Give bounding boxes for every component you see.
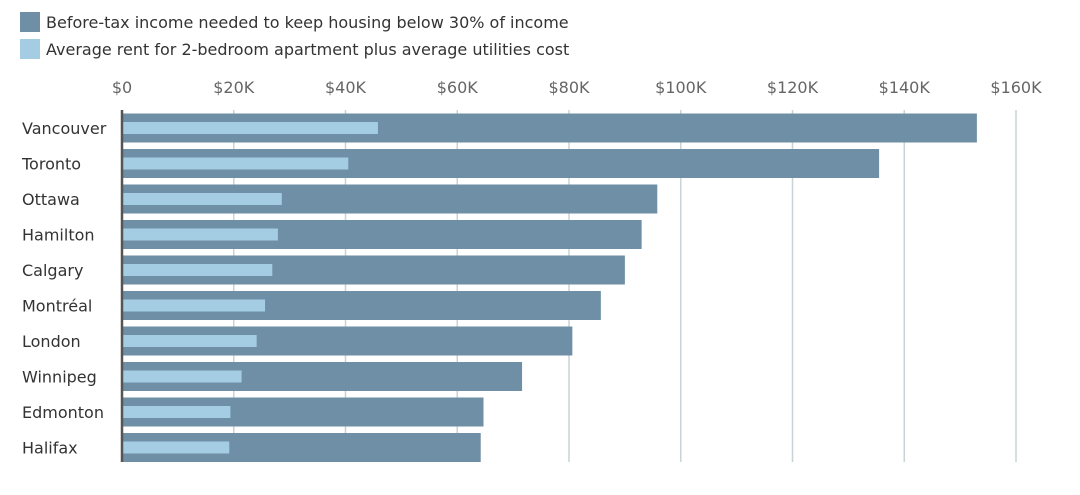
bar-rent [122,370,242,383]
legend-swatch [20,12,40,32]
bar-rent [122,122,378,134]
bar-rent [122,157,349,170]
category-label: Vancouver [22,119,107,138]
category-label: Winnipeg [22,368,97,387]
category-label: London [22,332,81,351]
x-tick-label: $120K [767,78,819,97]
bar-rent [122,441,230,454]
bar-rent [122,193,282,205]
legend-label: Before-tax income needed to keep housing… [46,13,569,32]
legend: Before-tax income needed to keep housing… [20,12,569,59]
category-label: Halifax [22,439,78,458]
x-tick-label: $100K [655,78,707,97]
legend-label: Average rent for 2-bedroom apartment plu… [46,40,569,59]
x-tick-label: $20K [213,78,255,97]
category-labels: Vancouver Toronto Ottawa Hamilton Calgary Mon… [21,119,107,458]
category-label: Montréal [22,297,92,316]
category-label: Ottawa [22,190,80,209]
x-tick-label: $60K [437,78,479,97]
bar-rent [122,264,273,276]
category-label: Hamilton [22,226,95,245]
x-tick-label: $80K [548,78,590,97]
bar-rent [122,228,278,241]
x-tick-label: $160K [990,78,1042,97]
bar-rent [122,299,266,312]
category-label: Edmonton [22,403,104,422]
x-axis-ticks: $0 $20K $40K $60K $80K $100K $120K $140K $160K [112,78,1042,97]
bar-rent [122,406,231,418]
category-label: Toronto [21,155,81,174]
x-tick-label: $40K [325,78,367,97]
category-label: Calgary [22,261,83,280]
bar-rent [122,335,257,347]
bars [122,113,977,462]
legend-swatch [20,39,40,59]
x-tick-label: $0 [112,78,132,97]
x-tick-label: $140K [879,78,931,97]
